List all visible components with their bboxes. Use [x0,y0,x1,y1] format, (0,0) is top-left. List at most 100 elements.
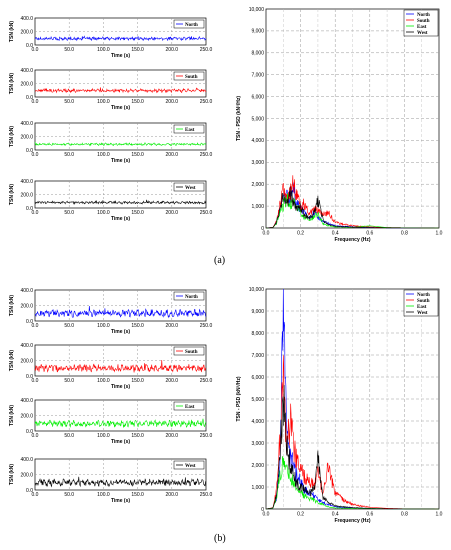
x-tick-label: 150.0 [131,492,144,498]
x-axis-label: Time (s) [111,216,130,222]
x-tick-label: 0.8 [401,231,408,237]
y-tick-label: 8,000 [251,51,264,57]
y-tick-label: 400.0 [20,398,33,404]
legend-label: South [185,350,198,355]
y-tick-label: 200.0 [20,134,33,140]
y-tick-label: 400.0 [20,121,33,127]
x-tick-label: 250.0 [200,47,213,53]
x-tick-label: 0.0 [263,231,270,237]
legend-label-south: South [417,299,430,304]
legend-label-west: West [417,311,428,316]
time-chart-a-east: 0.0 50.0 100.0 150.0 200.0 250.0 0.0 200.0 400.0… [9,121,212,164]
x-tick-label: 0.2 [297,512,304,518]
y-tick-label: 3,000 [251,160,264,166]
y-tick-label: 2,000 [251,182,264,188]
x-tick-label: 0.0 [263,512,270,518]
legend-box [173,346,205,356]
x-tick-label: 0.6 [366,231,373,237]
x-tick-label: 0.0 [32,378,39,384]
x-axis-label: Frequency (Hz) [334,518,370,524]
x-tick-label: 200.0 [166,210,179,216]
x-tick-label: 50.0 [64,378,74,384]
y-tick-label: 1,000 [251,204,264,210]
y-tick-label: 200.0 [20,29,33,35]
x-tick-label: 0.0 [32,323,39,329]
legend-box [173,19,205,29]
time-chart-b-east: 0.0 50.0 100.0 150.0 200.0 250.0 0.0 200.0 400.0… [9,398,212,445]
legend-label: North [185,23,198,28]
series-line-west [265,186,439,229]
y-tick-label: 0.0 [26,95,33,101]
x-tick-label: 0.8 [401,512,408,518]
y-tick-label: 10,000 [249,7,265,13]
x-tick-label: 250.0 [200,99,213,105]
y-axis-label: TSN (kN) [9,21,15,42]
x-tick-label: 250.0 [200,492,213,498]
legend-box [173,182,205,192]
x-tick-label: 100.0 [97,99,110,105]
y-axis-label: TSN (kN) [9,405,15,426]
x-axis-label: Time (s) [111,105,130,111]
y-axis-label: TSN (kN) [9,126,15,147]
time-chart-b-south: 0.0 50.0 100.0 150.0 200.0 250.0 0.0 200.0 400.0… [9,343,212,390]
x-tick-label: 0.0 [32,99,39,105]
time-chart-b-west: 0.0 50.0 100.0 150.0 200.0 250.0 0.0 200.0 400.0… [9,457,212,504]
y-tick-label: 0.0 [26,488,33,494]
x-axis-label: Time (s) [111,329,130,335]
y-tick-label: 0.0 [26,374,33,380]
y-tick-label: 400.0 [20,68,33,74]
caption-a: (a) [214,255,226,266]
x-tick-label: 50.0 [64,210,74,216]
x-tick-label: 0.0 [32,47,39,53]
psd-chart-b: 0.0 0.2 0.4 0.6 0.8 1.0 0 1,000 2,000 3,000 4,000 5… [236,287,443,524]
y-tick-label: 2,000 [251,463,264,469]
series-line-north [34,306,207,319]
x-tick-label: 150.0 [131,323,144,329]
series-line-west [34,476,207,488]
legend-label: West [185,186,196,191]
y-axis-label: TSN (kN) [9,464,15,485]
y-tick-label: 4,000 [251,138,264,144]
legend-label-east: East [417,305,427,310]
time-chart-b-north: 0.0 50.0 100.0 150.0 200.0 250.0 0.0 200.0 400.0… [9,288,212,335]
y-tick-label: 400.0 [20,16,33,22]
y-tick-label: 0 [261,226,264,232]
x-tick-label: 100.0 [97,378,110,384]
x-tick-label: 250.0 [200,433,213,439]
y-tick-label: 0.0 [26,206,33,212]
y-tick-label: 7,000 [251,73,264,79]
series-line-north [34,35,207,42]
x-tick-label: 50.0 [64,99,74,105]
x-tick-label: 100.0 [97,47,110,53]
x-tick-label: 100.0 [97,210,110,216]
x-tick-label: 100.0 [97,433,110,439]
x-tick-label: 0.0 [32,152,39,158]
x-tick-label: 150.0 [131,99,144,105]
y-tick-label: 200.0 [20,358,33,364]
legend-label-north: North [417,13,430,18]
y-tick-label: 0 [261,507,264,513]
x-tick-label: 50.0 [64,152,74,158]
legend-label: South [185,75,198,80]
x-tick-label: 150.0 [131,378,144,384]
x-tick-label: 0.2 [297,231,304,237]
caption-b: (b) [214,533,226,544]
y-tick-label: 400.0 [20,288,33,294]
x-tick-label: 50.0 [64,433,74,439]
x-tick-label: 0.4 [332,231,339,237]
y-tick-label: 5,000 [251,116,264,122]
series-line-east [34,418,207,428]
x-tick-label: 250.0 [200,210,213,216]
y-tick-label: 6,000 [251,375,264,381]
x-tick-label: 200.0 [166,47,179,53]
legend-box [173,401,205,411]
x-tick-label: 1.0 [436,231,443,237]
y-tick-label: 200.0 [20,472,33,478]
y-tick-label: 200.0 [20,81,33,87]
y-axis-label: TSN (kN) [9,184,15,205]
x-tick-label: 50.0 [64,47,74,53]
x-tick-label: 200.0 [166,492,179,498]
x-axis-label: Time (s) [111,498,130,504]
x-tick-label: 200.0 [166,99,179,105]
